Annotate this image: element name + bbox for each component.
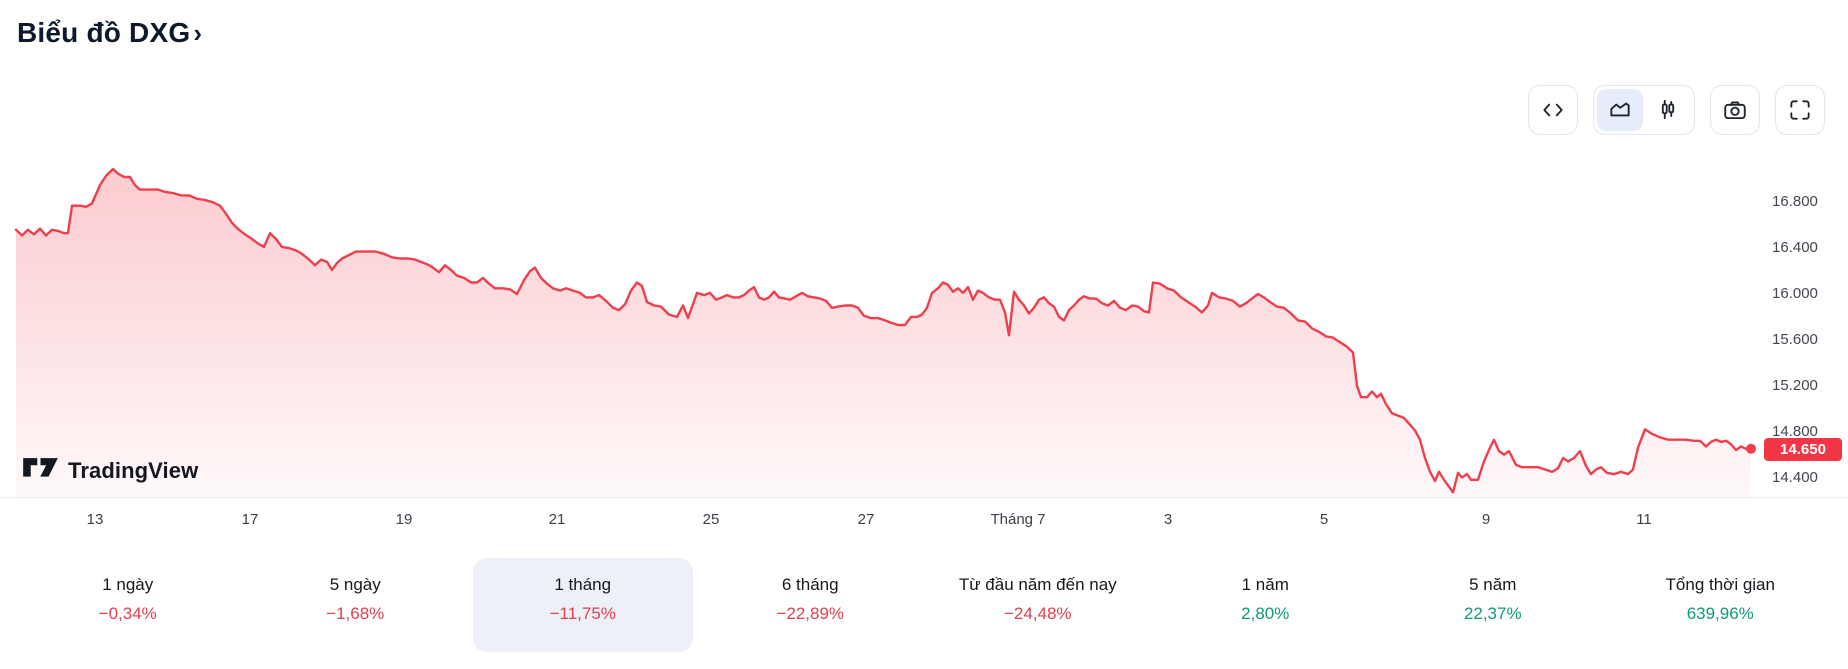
page-title-text: Biểu đồ DXG bbox=[17, 16, 191, 48]
range-tab-label: 1 ngày bbox=[102, 575, 154, 594]
price-axis-label: 14.400 bbox=[1772, 468, 1818, 486]
range-tab-5[interactable]: 1 năm 2,80% bbox=[1156, 558, 1376, 652]
range-tab-change: −11,75% bbox=[549, 604, 616, 623]
time-axis-label: 9 bbox=[1481, 511, 1491, 528]
range-tab-7[interactable]: Tổng thời gian 639,96% bbox=[1611, 558, 1831, 652]
chevron-right-icon: › bbox=[193, 18, 203, 48]
tradingview-logo bbox=[22, 455, 59, 486]
candlestick-chart-button[interactable] bbox=[1645, 89, 1691, 131]
fullscreen-button[interactable] bbox=[1775, 85, 1825, 135]
tradingview-brand-text: TradingView bbox=[68, 457, 199, 483]
price-axis-label: 14.800 bbox=[1772, 422, 1818, 440]
range-tab-label: Từ đầu năm đến nay bbox=[958, 575, 1117, 594]
code-view-button[interactable] bbox=[1528, 85, 1578, 135]
area-chart-icon bbox=[1607, 97, 1633, 123]
range-tab-1[interactable]: 5 ngày −1,68% bbox=[246, 558, 466, 652]
range-tab-label: Tổng thời gian bbox=[1665, 575, 1775, 594]
code-icon bbox=[1540, 97, 1566, 123]
range-tabs: 1 ngày −0,34% 5 ngày −1,68% 1 tháng −11,75% 6 … bbox=[0, 558, 1848, 652]
range-tab-4[interactable]: Từ đầu năm đến nay −24,48% bbox=[928, 558, 1148, 652]
time-axis-label: 3 bbox=[1163, 511, 1173, 528]
range-tab-2[interactable]: 1 tháng −11,75% bbox=[473, 558, 693, 652]
time-axis-label: 27 bbox=[857, 511, 875, 528]
time-axis-label: 13 bbox=[86, 511, 104, 528]
price-axis[interactable]: 16.800 16.400 16.000 15.600 15.200 14.800 14.4… bbox=[1764, 130, 1848, 497]
last-price-marker bbox=[1746, 443, 1756, 454]
chart-toolbar bbox=[1528, 85, 1825, 135]
price-axis-label: 15.200 bbox=[1772, 376, 1818, 394]
candlestick-icon bbox=[1655, 97, 1681, 123]
time-axis-label: 5 bbox=[1319, 511, 1329, 528]
camera-icon bbox=[1722, 97, 1748, 123]
price-axis-label: 16.000 bbox=[1772, 285, 1818, 302]
time-axis-line bbox=[0, 497, 1848, 498]
range-tab-3[interactable]: 6 tháng −22,89% bbox=[701, 558, 921, 652]
time-axis[interactable]: 13 17 19 21 25 27 Tháng 7 3 5 9 11 bbox=[0, 505, 1760, 533]
range-tab-label: 1 năm bbox=[1241, 575, 1289, 594]
range-tab-change: 639,96% bbox=[1686, 604, 1754, 623]
range-tab-label: 6 tháng bbox=[781, 575, 839, 594]
price-area-chart bbox=[14, 167, 1756, 497]
time-axis-label: 25 bbox=[702, 511, 720, 528]
range-tab-label: 5 năm bbox=[1469, 575, 1517, 594]
last-price-tag: 14.650 bbox=[1764, 437, 1842, 461]
range-tab-0[interactable]: 1 ngày −0,34% bbox=[18, 558, 238, 652]
chart-type-toggle bbox=[1593, 85, 1695, 135]
price-axis-label: 15.600 bbox=[1772, 330, 1818, 348]
snapshot-button[interactable] bbox=[1710, 85, 1760, 135]
time-axis-label: Tháng 7 bbox=[990, 511, 1046, 528]
time-axis-label: 17 bbox=[241, 511, 259, 528]
range-tab-label: 1 tháng bbox=[554, 575, 612, 594]
area-chart-button[interactable] bbox=[1597, 89, 1643, 131]
price-axis-label: 16.800 bbox=[1772, 193, 1818, 211]
page-title[interactable]: Biểu đồ DXG › bbox=[17, 16, 202, 49]
range-tab-change: −22,89% bbox=[776, 604, 845, 623]
tradingview-attribution[interactable]: TradingView bbox=[22, 455, 198, 486]
range-tab-change: −0,34% bbox=[98, 604, 157, 623]
range-tab-change: −24,48% bbox=[1003, 604, 1072, 623]
time-axis-label: 21 bbox=[548, 511, 566, 528]
range-tab-label: 5 ngày bbox=[329, 575, 381, 594]
price-axis-label: 16.400 bbox=[1772, 239, 1818, 257]
range-tab-change: −1,68% bbox=[326, 604, 385, 623]
fullscreen-icon bbox=[1787, 97, 1813, 123]
time-axis-label: 11 bbox=[1636, 511, 1652, 528]
time-axis-label: 19 bbox=[395, 511, 413, 528]
range-tab-6[interactable]: 5 năm 22,37% bbox=[1383, 558, 1603, 652]
range-tab-change: 22,37% bbox=[1463, 604, 1522, 623]
range-tab-change: 2,80% bbox=[1241, 604, 1290, 623]
price-chart-plot[interactable] bbox=[0, 130, 1760, 497]
